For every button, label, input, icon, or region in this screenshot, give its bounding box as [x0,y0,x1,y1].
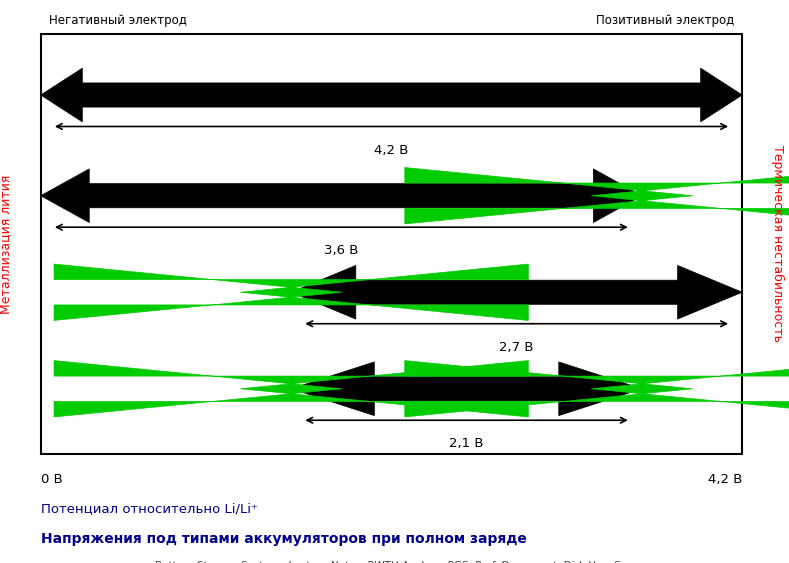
Text: Металлизация лития: Металлизация лития [0,175,12,314]
Text: C₆ / LiMeO₂: C₆ / LiMeO₂ [354,84,428,97]
Polygon shape [291,362,642,415]
Text: LTO / LiFePO₄: LTO / LiFePO₄ [423,378,510,391]
Text: 3,6 В: 3,6 В [324,244,358,257]
Text: 4,2 В: 4,2 В [374,144,409,157]
Text: 0 В: 0 В [41,473,62,486]
Text: 4,2 В: 4,2 В [708,473,742,486]
Bar [41,34,742,454]
Text: Напряжения под типами аккумуляторов при полном заряде: Напряжения под типами аккумуляторов при … [41,532,526,546]
Text: Позитивный электрод: Позитивный электрод [596,14,735,27]
Polygon shape [41,169,642,222]
Polygon shape [405,168,789,224]
Polygon shape [405,360,789,417]
Text: 2,1 В: 2,1 В [449,437,484,450]
Text: C₆ / LiFePO₄: C₆ / LiFePO₄ [303,185,380,198]
Polygon shape [54,360,529,417]
Text: Термическая нестабильность: Термическая нестабильность [771,145,783,342]
Polygon shape [41,68,742,122]
Text: Потенциал относительно Li/Li⁺: Потенциал относительно Li/Li⁺ [41,503,258,516]
Text: LTO / LiMeO₂: LTO / LiMeO₂ [475,282,559,294]
Text: Негативный электрод: Негативный электрод [49,14,186,27]
Polygon shape [54,264,529,320]
Text: 2,7 В: 2,7 В [499,341,534,354]
Text: Battery Storage Systems Lecture Notes, RWTH-Aachen, PGS, Prof. Dr. rer. nat. Dir: Battery Storage Systems Lecture Notes, R… [155,561,644,563]
Polygon shape [291,265,742,319]
